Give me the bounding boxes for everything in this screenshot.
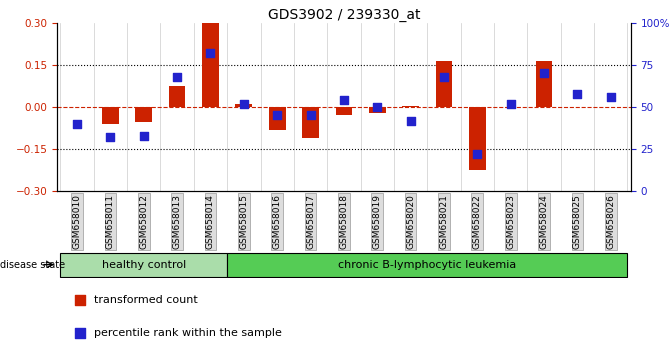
Text: GSM658016: GSM658016	[272, 194, 282, 249]
Text: GSM658020: GSM658020	[406, 194, 415, 249]
Text: GSM658011: GSM658011	[106, 194, 115, 249]
Text: GSM658010: GSM658010	[72, 194, 82, 249]
Point	[74, 298, 85, 303]
Point	[439, 74, 450, 80]
Bar	[236, 104, 252, 107]
Text: GSM658024: GSM658024	[539, 194, 548, 249]
Bar	[535, 61, 552, 107]
Text: GSM658014: GSM658014	[206, 194, 215, 249]
Point	[572, 91, 582, 96]
Point	[138, 133, 149, 138]
Text: GSM658017: GSM658017	[306, 194, 315, 249]
Text: GSM658026: GSM658026	[606, 194, 615, 249]
Bar	[402, 106, 419, 107]
Point	[205, 50, 216, 56]
Point	[272, 113, 282, 118]
Point	[238, 101, 249, 107]
Point	[72, 121, 83, 127]
Point	[405, 118, 416, 123]
Text: healthy control: healthy control	[101, 259, 186, 270]
Title: GDS3902 / 239330_at: GDS3902 / 239330_at	[268, 8, 420, 22]
Bar	[136, 107, 152, 122]
Text: GSM658022: GSM658022	[473, 194, 482, 249]
Bar	[60, 253, 227, 276]
Text: GSM658012: GSM658012	[140, 194, 148, 249]
Text: GSM658019: GSM658019	[373, 194, 382, 249]
Text: chronic B-lymphocytic leukemia: chronic B-lymphocytic leukemia	[338, 259, 517, 270]
Text: GSM658013: GSM658013	[172, 194, 182, 249]
Bar	[302, 107, 319, 138]
Bar	[369, 107, 386, 113]
Point	[305, 113, 316, 118]
Bar	[202, 23, 219, 107]
Bar	[336, 107, 352, 115]
Text: disease state: disease state	[0, 259, 65, 270]
Bar	[469, 107, 486, 170]
Bar	[269, 107, 286, 130]
Point	[605, 94, 616, 100]
Text: GSM658025: GSM658025	[573, 194, 582, 249]
Point	[105, 135, 116, 140]
Point	[505, 101, 516, 107]
Bar	[102, 107, 119, 124]
Text: percentile rank within the sample: percentile rank within the sample	[95, 328, 282, 338]
Text: GSM658021: GSM658021	[440, 194, 448, 249]
Text: GSM658018: GSM658018	[340, 194, 348, 249]
Bar	[227, 253, 627, 276]
Point	[472, 152, 482, 157]
Point	[338, 97, 349, 103]
Point	[539, 70, 550, 76]
Text: transformed count: transformed count	[95, 296, 198, 306]
Text: GSM658015: GSM658015	[240, 194, 248, 249]
Point	[172, 74, 183, 80]
Point	[372, 104, 382, 110]
Bar	[435, 61, 452, 107]
Bar	[169, 86, 185, 107]
Point	[74, 330, 85, 336]
Text: GSM658023: GSM658023	[506, 194, 515, 249]
